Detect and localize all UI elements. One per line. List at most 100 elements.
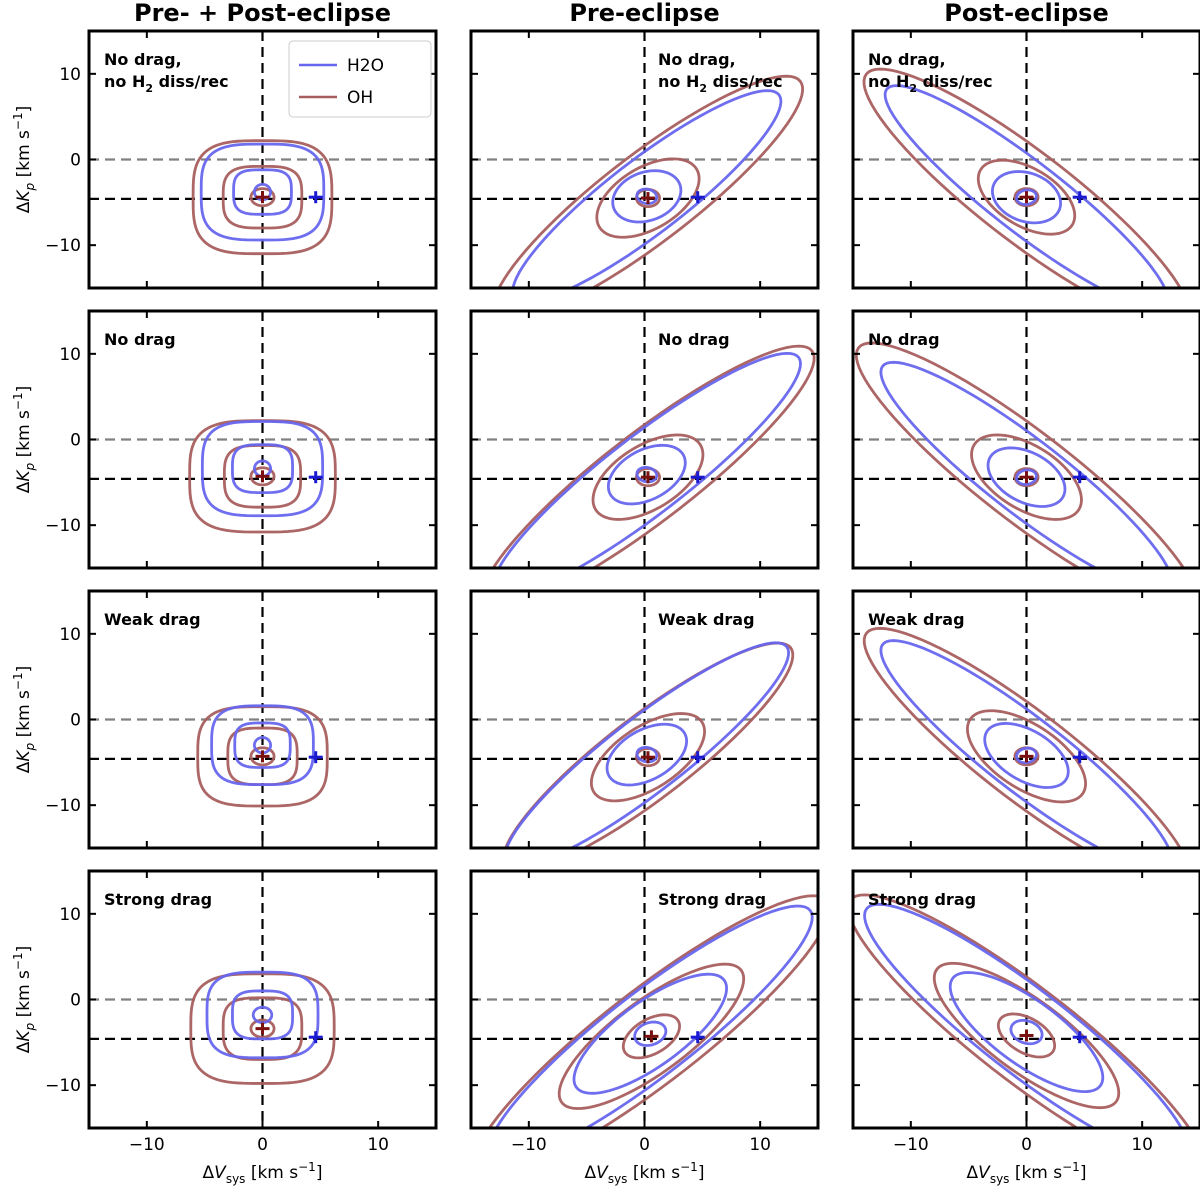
h2o-contour-2 [232,168,293,216]
x-label-close: ] [1080,1163,1087,1183]
panel-label-line-1: No drag [868,330,940,349]
h2o-contour-1 [635,465,659,484]
y-label-close: ] [14,106,34,113]
subscript: 2 [145,82,153,95]
panel-r3-c2: Weak drag [469,589,820,850]
h2o-contour-3 [879,360,1170,568]
y-label-close: ] [14,946,34,953]
legend: H2O OH [288,40,432,118]
h2o-contour-3 [863,902,1183,1128]
h2o-contour-2 [605,722,688,787]
oh-contour-1 [249,466,276,487]
y-label-exp: −1 [11,392,25,410]
panel-r2-c2: No drag [469,309,820,570]
y-tick-label: 10 [59,625,81,645]
x-label-unit: [km s [245,1163,298,1183]
y-label-sub: p [23,462,37,471]
panel-label-line-1: Weak drag [868,610,965,629]
panel-r4-c1: −10 0 10 −10 0 10 Strong drag ΔKp [km s−1] ΔVsys… [11,869,438,1186]
h2o-contour-2 [983,722,1070,789]
oh-contour-3 [196,705,329,808]
y-tick-label: −10 [45,516,81,536]
h2o-contour-1 [1015,188,1038,206]
panel-label-line-2: no H2 diss/rec [658,72,783,95]
x-label-v: V [596,1163,609,1183]
h2o-contour-2 [606,443,687,506]
h2o-contour-1 [1015,468,1038,486]
x-label-exp: −1 [680,1160,698,1174]
h2o-contour-3 [199,142,326,242]
x-label-sub: sys [226,1172,246,1186]
x-tick-label: 10 [367,1135,389,1155]
plot-area [853,871,1200,1128]
y-label-sub: p [23,742,37,751]
x-tick-label: −10 [893,1135,929,1155]
x-label-sub: sys [608,1172,628,1186]
plot-area [853,311,1200,568]
x-label-exp: −1 [1062,1160,1080,1174]
y-label-sub: p [23,182,37,191]
panel-label-line-2: no H2 diss/rec [104,72,229,95]
h2o-contour-2 [991,170,1062,225]
plot-area [89,591,436,848]
h2o-contour-3 [497,351,802,568]
oh-contour-3 [487,894,818,1128]
oh-contour-3 [497,74,804,288]
y-label-exp: −1 [11,672,25,690]
h2o-contour-1 [1009,1018,1044,1046]
label-rest: diss/rec [153,72,229,91]
label-rest: diss/rec [707,72,783,91]
y-label-unit: [km s [14,410,34,463]
h2o-contour-2 [231,443,294,494]
x-tick-label: 10 [1131,1135,1153,1155]
y-tick-label: 0 [70,431,81,451]
h2o-contour-3 [883,84,1167,288]
x-label-unit: [km s [627,1163,680,1183]
h2o-contour-2 [611,169,683,224]
oh-contour-1 [635,747,661,768]
x-label-v: V [978,1163,991,1183]
panel-r1-c3: No drag, no H2 diss/rec [851,29,1200,290]
y-label-exp: −1 [11,112,25,130]
h2o-contour-3 [210,704,315,786]
oh-contour-1 [621,1013,681,1060]
x-label-unit: [km s [1009,1163,1062,1183]
oh-contour-3 [491,344,816,568]
y-tick-label: 10 [59,65,81,85]
h2o-contour-3 [879,639,1171,848]
oh-contour-3 [862,67,1182,288]
panel-label-line-1: No drag, [104,50,182,69]
x-label-v: V [214,1163,227,1183]
h2o-contour-1 [252,182,273,202]
panel-label-line-1: Weak drag [658,610,755,629]
oh-contour-3 [191,139,334,256]
h2o-contour-3 [494,904,814,1128]
h2o-contour-1 [251,1005,274,1025]
plot-area [89,31,436,288]
oh-contour-1 [996,1012,1057,1059]
y-label-unit: [km s [14,690,34,743]
y-axis-label: ΔKp [km s−1] [11,106,37,213]
y-tick-label: 0 [70,151,81,171]
panel-r1-c2: No drag, no H2 diss/rec [469,29,820,290]
oh-contour-2 [970,433,1083,521]
panel-label-line-1: Strong drag [658,890,766,909]
h2o-contour-1 [252,736,273,755]
oh-contour-2 [591,433,705,521]
x-axis-label: ΔVsys [km s−1] [203,1160,323,1186]
panel-r3-c1: −10 0 10 Weak drag ΔKp [km s−1] [11,589,438,850]
column-titles: Pre- + Post-eclipse Pre-eclipse Post-ecl… [134,0,1109,27]
oh-contour-1 [249,187,276,208]
h2o-contour-1 [635,187,659,206]
h2o-contour-2 [986,446,1067,508]
x-label-close: ] [698,1163,705,1183]
panel-label-line-1: No drag, [658,50,736,69]
x-axis-label: ΔVsys [km s−1] [967,1160,1087,1186]
h2o-contour-3 [511,89,783,288]
y-label-sub: p [23,1022,37,1031]
oh-contour-2 [557,962,746,1110]
x-label-close: ] [316,1163,323,1183]
panel-label-line-1: No drag [104,330,176,349]
oh-contour-3 [862,626,1182,848]
panel-r4-c2: −10 0 10 Strong drag ΔVsys [km s−1] [469,869,820,1186]
